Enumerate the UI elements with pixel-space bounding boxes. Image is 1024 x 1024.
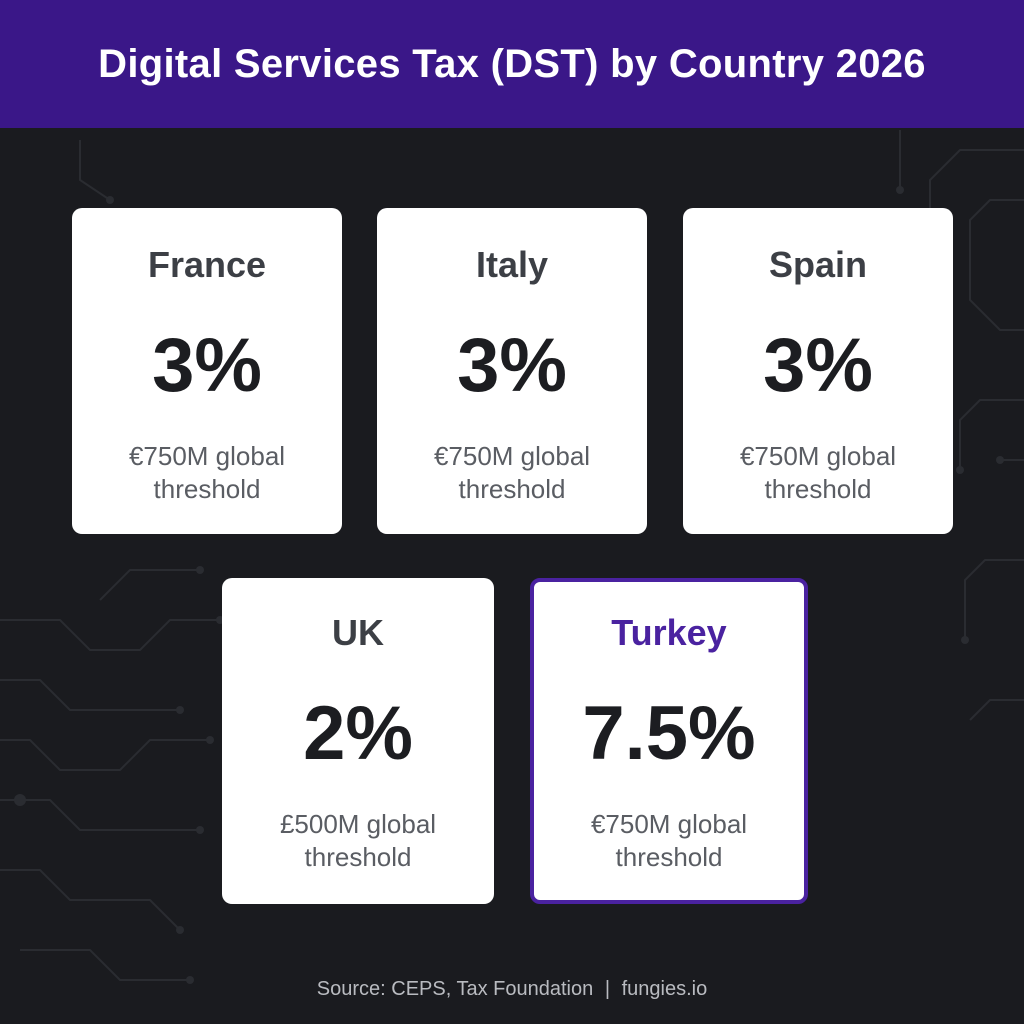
header-banner: Digital Services Tax (DST) by Country 20… <box>0 0 1024 128</box>
tax-rate: 2% <box>303 691 413 776</box>
tax-rate: 7.5% <box>582 691 756 776</box>
threshold-note: €750M global threshold <box>683 440 953 506</box>
threshold-note: €750M global threshold <box>72 440 342 506</box>
source-footer: Source: CEPS, Tax Foundation | fungies.i… <box>0 978 1024 1001</box>
threshold-note: €750M global threshold <box>534 808 804 874</box>
country-name: UK <box>332 612 384 653</box>
threshold-amount: €750M global <box>739 441 897 471</box>
threshold-label: threshold <box>304 842 412 872</box>
threshold-note: €750M global threshold <box>377 440 647 506</box>
page-title: Digital Services Tax (DST) by Country 20… <box>98 41 926 86</box>
card-spain: Spain 3% €750M global threshold <box>683 208 953 534</box>
tax-rate: 3% <box>457 323 567 408</box>
threshold-amount: €750M global <box>590 809 748 839</box>
country-name: Italy <box>475 244 549 285</box>
tax-rate: 3% <box>763 323 873 408</box>
card-france: France 3% €750M global threshold <box>72 208 342 534</box>
threshold-amount: €750M global <box>128 441 286 471</box>
threshold-label: threshold <box>764 474 872 504</box>
tax-rate: 3% <box>152 323 262 408</box>
threshold-label: threshold <box>458 474 566 504</box>
threshold-label: threshold <box>615 842 723 872</box>
country-name: Turkey <box>611 612 727 653</box>
card-turkey: Turkey 7.5% €750M global threshold <box>530 578 808 904</box>
card-uk: UK 2% £500M global threshold <box>222 578 494 904</box>
site-credit: fungies.io <box>621 978 708 1000</box>
source-text: Source: CEPS, Tax Foundation <box>316 978 594 1000</box>
threshold-note: £500M global threshold <box>222 808 494 874</box>
country-name: Spain <box>768 244 867 285</box>
country-name: France <box>147 244 267 285</box>
card-italy: Italy 3% €750M global threshold <box>377 208 647 534</box>
threshold-amount: €750M global <box>433 441 591 471</box>
footer-separator: | <box>604 978 611 1000</box>
threshold-amount: £500M global <box>279 809 437 839</box>
threshold-label: threshold <box>153 474 261 504</box>
